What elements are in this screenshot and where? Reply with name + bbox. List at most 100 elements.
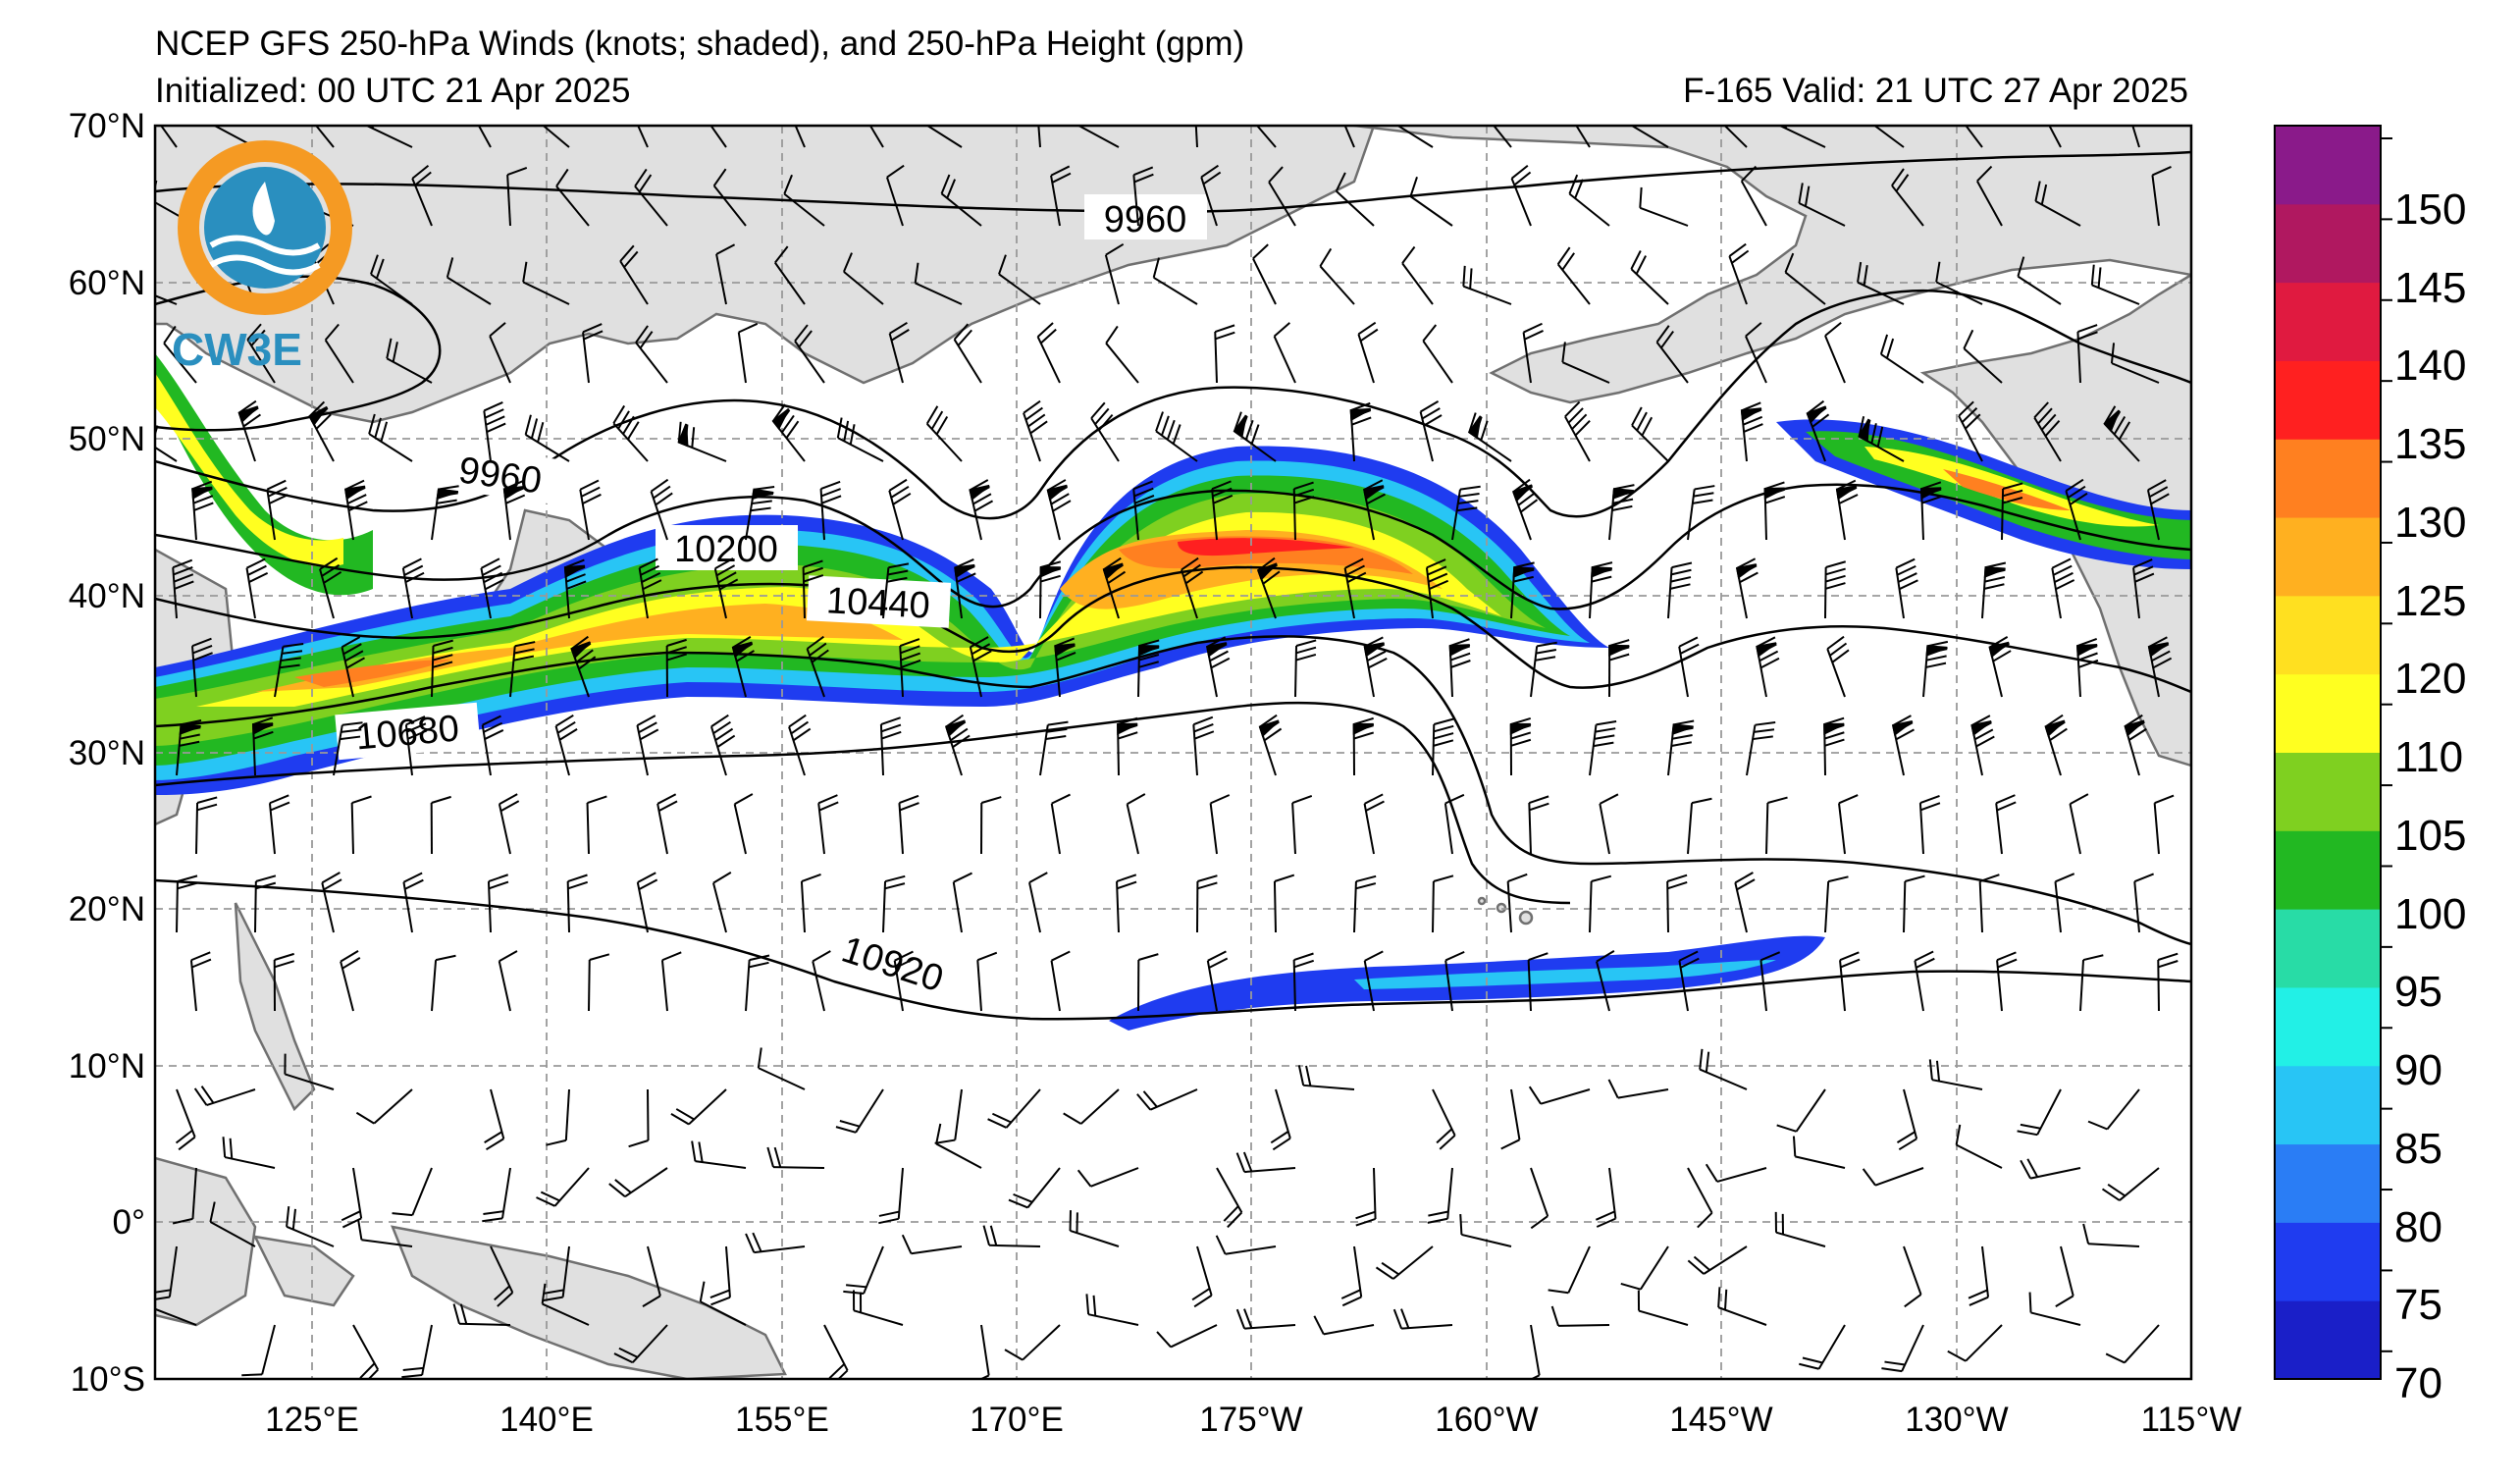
colorbar-label: 80 xyxy=(2394,1203,2442,1251)
colorbar-swatch xyxy=(2275,595,2381,675)
wind-barb-icon xyxy=(487,874,509,933)
wind-barb-icon xyxy=(370,254,413,305)
wind-barb-icon xyxy=(1608,639,1630,698)
wind-barb-icon xyxy=(1444,950,1465,1012)
wind-barb-icon xyxy=(1155,411,1198,462)
wind-barb-icon xyxy=(1903,874,1925,933)
wind-barb-icon xyxy=(1528,795,1549,855)
wind-barb-icon xyxy=(1528,1086,1591,1105)
wind-barb-icon xyxy=(619,244,649,305)
wind-barb-icon xyxy=(340,949,361,1012)
wind-barb-icon xyxy=(2101,1167,2160,1201)
wind-barb-icon xyxy=(1268,166,1296,227)
wind-barb-icon xyxy=(1467,412,1512,462)
wind-barb-icon xyxy=(324,323,354,384)
wind-barb-icon xyxy=(713,557,739,619)
wind-barb-icon xyxy=(888,478,912,541)
wind-barb-icon xyxy=(252,716,274,776)
wind-barb-icon xyxy=(368,413,413,462)
colorbar-swatch xyxy=(2275,1143,2381,1223)
wind-barb-icon xyxy=(940,174,982,227)
wind-barb-icon xyxy=(1970,715,1995,776)
wind-barb-icon xyxy=(430,795,451,855)
wind-barb-icon xyxy=(411,164,433,227)
wind-barb-icon xyxy=(969,636,992,698)
title-init: Initialized: 00 UTC 21 Apr 2025 xyxy=(155,72,630,110)
wind-barb-icon xyxy=(1918,794,1941,855)
contour-label: 10440 xyxy=(825,580,931,626)
wind-barb-icon xyxy=(745,486,775,541)
wind-barb-icon xyxy=(1063,1088,1120,1125)
wind-barb-icon xyxy=(1530,1167,1549,1230)
lon-label: 175°W xyxy=(1199,1401,1302,1439)
wind-barb-icon xyxy=(1857,261,1905,305)
lat-label: 10°N xyxy=(69,1047,145,1086)
wind-barb-icon xyxy=(1556,246,1591,305)
wind-barb-icon xyxy=(691,1140,747,1169)
lat-label: 0° xyxy=(113,1203,145,1242)
wind-barb-icon xyxy=(852,1290,904,1326)
wind-barb-icon xyxy=(2146,479,2170,541)
wind-barb-icon xyxy=(976,951,998,1012)
wind-barb-icon xyxy=(817,794,839,855)
colorbar-swatch xyxy=(2275,439,2381,518)
wind-barb-icon xyxy=(868,126,884,148)
wind-barb-icon xyxy=(498,793,520,855)
wind-barb-icon xyxy=(1955,1124,2003,1169)
wind-barb-icon xyxy=(284,1053,335,1090)
map-layers: 9960 9960 10200 10440 10680 10920 xyxy=(155,126,2191,1379)
wind-barb-icon xyxy=(1896,1088,1918,1151)
colorbar-label: 75 xyxy=(2394,1281,2442,1329)
wind-barb-icon xyxy=(878,1167,904,1225)
wind-barb-icon xyxy=(404,715,428,776)
wind-barb-icon xyxy=(482,1167,511,1223)
wind-barb-icon xyxy=(1631,406,1669,462)
wind-barb-icon xyxy=(1137,639,1160,698)
colorbar-label: 145 xyxy=(2394,264,2466,312)
wind-barb-icon xyxy=(1206,950,1229,1012)
wind-barb-icon xyxy=(1746,721,1776,776)
wind-barb-icon xyxy=(1200,164,1222,227)
wind-barb-icon xyxy=(737,322,759,384)
wind-barb-icon xyxy=(1117,716,1138,776)
wind-barb-icon xyxy=(2033,401,2062,462)
wind-barb-icon xyxy=(1687,1167,1713,1229)
wind-barb-icon xyxy=(1968,1245,1990,1306)
wind-barb-icon xyxy=(191,637,213,698)
wind-barb-icon xyxy=(634,168,668,227)
wind-barb-icon xyxy=(1564,400,1591,462)
wind-barb-icon xyxy=(925,126,963,148)
wind-barb-icon xyxy=(579,479,602,541)
wind-barb-icon xyxy=(2054,873,2075,933)
wind-barb-icon xyxy=(2065,478,2088,541)
wind-barb-icon xyxy=(731,635,755,698)
wind-barb-icon xyxy=(2090,264,2140,305)
wind-barb-icon xyxy=(1214,324,1235,384)
wind-barb-icon xyxy=(613,1324,668,1364)
colorbar-label: 95 xyxy=(2394,968,2442,1016)
wind-barb-icon xyxy=(2034,181,2081,227)
wind-barb-icon xyxy=(882,874,906,933)
colorbar-swatch xyxy=(2275,126,2381,205)
wind-barb-icon xyxy=(1958,400,1983,462)
contour-label: 10200 xyxy=(674,529,778,570)
wind-barb-icon xyxy=(2153,794,2175,855)
lon-label: 125°E xyxy=(265,1401,359,1439)
wind-barb-icon xyxy=(636,715,659,776)
wind-barb-icon xyxy=(546,1088,570,1146)
wind-barb-icon xyxy=(893,950,916,1012)
wind-barb-icon xyxy=(637,126,649,148)
wind-barb-icon xyxy=(879,716,902,776)
wind-barb-icon xyxy=(925,405,963,462)
wind-barb-icon xyxy=(2131,126,2140,148)
wind-barb-icon xyxy=(1763,481,1786,541)
wind-barb-icon xyxy=(1419,400,1443,462)
wind-barb-icon xyxy=(1862,1167,1924,1187)
wind-barb-icon xyxy=(586,795,607,855)
wind-barb-icon xyxy=(1291,795,1313,855)
wind-barb-icon xyxy=(1211,480,1234,541)
wind-barb-icon xyxy=(1756,636,1780,698)
wind-barb-icon xyxy=(2105,1324,2160,1364)
wind-barb-icon xyxy=(1050,165,1072,227)
wind-barb-icon xyxy=(365,126,413,148)
